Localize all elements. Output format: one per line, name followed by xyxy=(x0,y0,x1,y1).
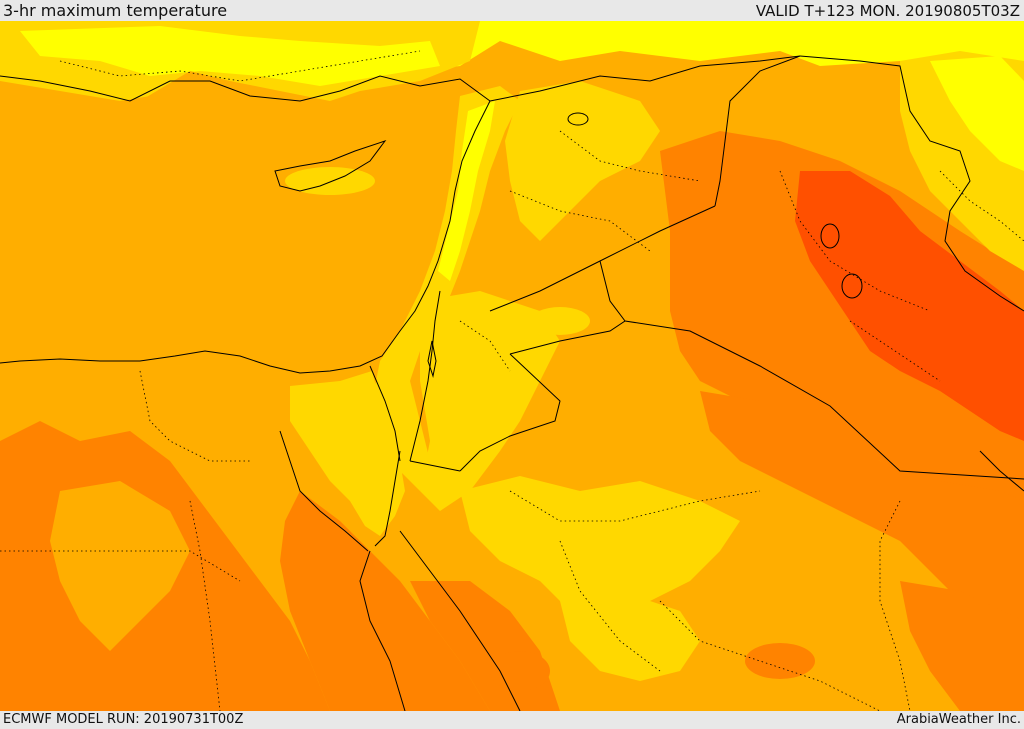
province-borders xyxy=(0,50,1024,711)
field-syria-yellow xyxy=(505,81,660,241)
valid-time: VALID T+123 MON. 20190805T03Z xyxy=(755,2,1020,20)
border-iran-iraq xyxy=(799,55,1024,312)
coastline-turkey xyxy=(0,75,491,102)
field-blob-cyprus xyxy=(285,167,375,195)
field-egypt-sea-inner xyxy=(50,481,190,651)
coastline-gulf-of-suez xyxy=(279,430,369,552)
province-syria-2 xyxy=(559,130,701,182)
model-run: ECMWF MODEL RUN: 20190731T00Z xyxy=(3,712,244,727)
border-iraq-saudi xyxy=(624,320,1024,480)
border-jordan-iraq-saudi xyxy=(509,260,626,355)
footer-bar: ECMWF MODEL RUN: 20190731T00Z ArabiaWeat… xyxy=(0,711,1024,729)
field-sea xyxy=(0,71,460,376)
province-saudi-1 xyxy=(509,490,761,522)
province-egypt-3 xyxy=(189,500,221,711)
country-borders xyxy=(369,55,1024,480)
coastline-redsea-east xyxy=(399,530,521,711)
lake-tharthar xyxy=(841,273,863,299)
coastlines xyxy=(0,75,1024,711)
coastline-dead-sea xyxy=(427,340,437,378)
credit: ArabiaWeather Inc. xyxy=(896,712,1021,727)
province-saudi-4 xyxy=(559,540,661,672)
border-israel-jordan xyxy=(409,290,441,462)
border-egypt-israel xyxy=(369,365,401,462)
field-arabia-yellow-1 xyxy=(460,476,740,621)
coastline-cyprus xyxy=(274,140,387,192)
lakes xyxy=(567,112,863,299)
province-saudi-3 xyxy=(879,500,911,711)
border-jordan-saudi xyxy=(459,353,561,472)
field-arabia-yellow-2 xyxy=(560,591,700,681)
lake-razazah xyxy=(820,223,840,249)
coastline-levant xyxy=(0,100,491,374)
border-turkey-syria xyxy=(489,55,801,102)
border-syria-iraq xyxy=(714,55,801,207)
header-bar: 3-hr maximum temperature VALID T+123 MON… xyxy=(0,0,1024,21)
coastline-persian-gulf xyxy=(979,450,1024,492)
province-iraq-1 xyxy=(779,170,931,312)
field-east-arabia xyxy=(700,391,1024,621)
map-title: 3-hr maximum temperature xyxy=(3,1,228,20)
province-iraq-2 xyxy=(849,320,941,382)
field-levant-coast xyxy=(372,86,520,491)
temperature-map[interactable] xyxy=(0,21,1024,711)
province-egypt-2 xyxy=(0,550,241,582)
field-blob-2 xyxy=(530,307,590,335)
field-blob-5 xyxy=(490,651,550,691)
field-redsea-hot xyxy=(280,491,490,711)
lake-assad xyxy=(567,112,589,126)
field-mild-anatolia xyxy=(20,26,440,86)
province-jordan-1 xyxy=(459,320,511,372)
coastline-gulf-of-aqaba xyxy=(374,450,401,547)
coastline-redsea-west xyxy=(359,550,406,711)
field-sinai xyxy=(290,371,405,536)
field-iran-mild xyxy=(930,56,1024,171)
field-levant-mild xyxy=(438,101,495,281)
map-canvas xyxy=(0,21,1024,711)
field-iraq-very-hot xyxy=(795,171,1024,441)
field-iraq-hot xyxy=(660,131,1024,501)
field-south-east-orange xyxy=(900,581,1024,711)
field-blob-3 xyxy=(745,643,815,679)
border-aqaba-saudi xyxy=(409,460,461,472)
field-jordan-yellow xyxy=(420,291,560,511)
